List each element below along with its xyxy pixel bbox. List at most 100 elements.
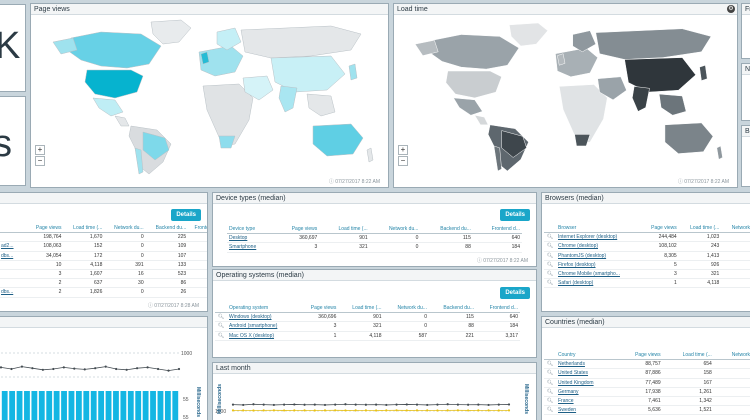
column-header[interactable]: Browser <box>556 224 641 234</box>
row-label[interactable]: Chrome (desktop) <box>556 241 641 252</box>
table-row[interactable]: 🔍︎ Safari (desktop) 1 4,118 <box>544 278 750 289</box>
row-label[interactable]: PhantomJS (desktop) <box>556 251 641 261</box>
table-row[interactable]: 🔍︎ Android (smartphone) 3 321 0 88 184 <box>215 321 520 332</box>
column-header[interactable]: Page views <box>27 224 64 234</box>
table-row[interactable]: 🔍︎ PhantomJS (desktop) 8,305 1,413 <box>544 251 750 261</box>
row-label[interactable]: Mac OS X (desktop) <box>227 331 299 341</box>
column-header[interactable]: Network du... <box>369 225 421 235</box>
column-header[interactable]: Page views <box>640 224 679 234</box>
column-header[interactable]: Backend du... <box>420 225 473 235</box>
table-row[interactable]: 🔍︎ Mac OS X (desktop) 1 4,118 587 221 3,317 <box>215 331 520 341</box>
column-header[interactable]: Load time (... <box>662 351 714 361</box>
table-row[interactable]: 🔍︎ United States 87,886 158 <box>544 368 750 379</box>
search-icon[interactable]: 🔍︎ <box>544 269 556 280</box>
search-icon[interactable]: 🔍︎ <box>544 232 556 243</box>
column-header[interactable]: Load time (... <box>678 224 722 234</box>
column-header[interactable]: Page views <box>617 351 663 361</box>
row-label[interactable] <box>0 269 27 280</box>
table-row[interactable]: 🔍︎ Sweden 5,636 1,521 <box>544 405 750 416</box>
row-label[interactable]: dbs... <box>0 251 27 261</box>
table-row[interactable]: Smartphone 3 321 0 88 184 <box>227 242 522 253</box>
row-label[interactable]: Android (smartphone) <box>227 321 299 332</box>
row-label[interactable]: Germany <box>556 387 618 398</box>
search-icon[interactable]: 🔍︎ <box>215 331 227 341</box>
table-row[interactable]: 🔍︎ France 7,461 1,342 <box>544 396 750 407</box>
table-row[interactable]: ad2... 108,063 152 0 109 <box>0 241 207 252</box>
column-header[interactable]: Page views <box>298 304 339 314</box>
column-header[interactable]: Frontend d... <box>475 304 520 314</box>
search-icon[interactable]: 🔍︎ <box>544 405 556 416</box>
row-label[interactable]: France <box>556 396 618 407</box>
row-label[interactable] <box>0 278 27 289</box>
column-header[interactable]: Network du <box>721 224 750 234</box>
search-icon[interactable]: 🔍︎ <box>544 251 556 261</box>
table-row[interactable]: 🔍︎ Germany 17,938 1,261 <box>544 387 750 398</box>
column-header[interactable]: Device type <box>227 225 275 235</box>
zoom-out-button[interactable]: − <box>398 156 408 166</box>
table-row[interactable]: Desktop 360,697 901 0 115 640 <box>227 233 522 244</box>
table-row[interactable]: 🔍︎ Windows (desktop) 360,696 901 0 115 640 <box>215 312 520 323</box>
column-header[interactable]: Fronte <box>188 224 207 234</box>
column-header[interactable]: Load time (... <box>319 225 370 235</box>
column-header[interactable]: Page views <box>274 225 320 235</box>
search-icon[interactable]: 🔍︎ <box>544 378 556 388</box>
table-row[interactable]: 🔍︎ Firefox (desktop) 5 926 <box>544 260 750 271</box>
row-label[interactable]: Windows (desktop) <box>227 312 299 323</box>
search-icon[interactable]: 🔍︎ <box>544 359 556 370</box>
row-label[interactable]: Firefox (desktop) <box>556 260 641 271</box>
table-row[interactable]: 198,764 1,670 0 225 <box>0 232 207 243</box>
row-label[interactable]: Netherlands <box>556 359 618 370</box>
details-button[interactable]: Details <box>500 287 530 299</box>
row-label[interactable]: dbs... <box>0 287 27 298</box>
search-icon[interactable]: 🔍︎ <box>215 321 227 332</box>
search-icon[interactable]: 🔍︎ <box>544 387 556 398</box>
table-row[interactable]: 🔍︎ Internet Explorer (desktop) 244,484 1,02… <box>544 232 750 243</box>
search-icon[interactable]: 🔍︎ <box>544 278 556 289</box>
row-label[interactable]: ad2... <box>0 241 27 252</box>
row-label[interactable]: United Kingdom <box>556 378 618 388</box>
row-label[interactable]: Smartphone <box>227 242 275 253</box>
column-header[interactable]: Operating system <box>227 304 299 314</box>
gear-icon[interactable]: ⚙ <box>727 5 735 13</box>
column-header[interactable]: Network du <box>713 351 750 361</box>
table-row[interactable]: 10 4,118 391 133 <box>0 260 207 271</box>
column-header[interactable]: Backend du... <box>428 304 476 314</box>
column-header[interactable]: Load time (... <box>338 304 384 314</box>
column-header[interactable]: Frontend d... <box>472 225 522 235</box>
row-label[interactable]: Safari (desktop) <box>556 278 641 289</box>
row-label[interactable]: Chrome Mobile (smartpho... <box>556 269 641 280</box>
row-label[interactable]: Desktop <box>227 233 275 244</box>
search-icon[interactable]: 🔍︎ <box>544 260 556 271</box>
column-header[interactable]: Country <box>556 351 618 361</box>
search-icon[interactable]: 🔍︎ <box>215 312 227 323</box>
table-row[interactable]: 2 637 30 86 <box>0 278 207 289</box>
column-header[interactable]: Network du... <box>383 304 429 314</box>
table-row[interactable]: 🔍︎ Chrome Mobile (smartpho... 3 321 <box>544 269 750 280</box>
details-button[interactable]: Details <box>171 209 201 221</box>
row-label[interactable]: Internet Explorer (desktop) <box>556 232 641 243</box>
row-label[interactable] <box>0 260 27 271</box>
column-header[interactable]: Backend du... <box>145 224 189 234</box>
table-row[interactable]: 🔍︎ Netherlands 88,757 654 <box>544 359 750 370</box>
table-row[interactable]: 🔍︎ Chrome (desktop) 108,102 243 <box>544 241 750 252</box>
row-label[interactable] <box>0 232 27 243</box>
table-row[interactable]: 🔍︎ United Kingdom 77,489 167 <box>544 378 750 388</box>
zoom-in-button[interactable]: + <box>35 145 45 155</box>
column-header[interactable]: Network du... <box>104 224 146 234</box>
table-row[interactable]: dbs... 2 1,826 0 26 <box>0 287 207 298</box>
search-icon[interactable]: 🔍︎ <box>544 396 556 407</box>
world-map-load-time[interactable] <box>394 16 737 176</box>
zoom-out-button[interactable]: − <box>35 156 45 166</box>
world-map-page-views[interactable] <box>31 16 388 176</box>
column-header[interactable]: Load time (... <box>63 224 105 234</box>
row-label[interactable]: United States <box>556 368 618 379</box>
row-label[interactable]: Sweden <box>556 405 618 416</box>
details-button[interactable]: Details <box>500 209 530 221</box>
table-row[interactable]: dbs... 34,054 172 0 107 <box>0 251 207 261</box>
zoom-in-button[interactable]: + <box>398 145 408 155</box>
search-icon[interactable]: 🔍︎ <box>544 368 556 379</box>
left-chart[interactable]: 1000 55 55 Milliseconds <box>0 329 207 420</box>
table-row[interactable]: 3 1,607 16 523 <box>0 269 207 280</box>
search-icon[interactable]: 🔍︎ <box>544 241 556 252</box>
